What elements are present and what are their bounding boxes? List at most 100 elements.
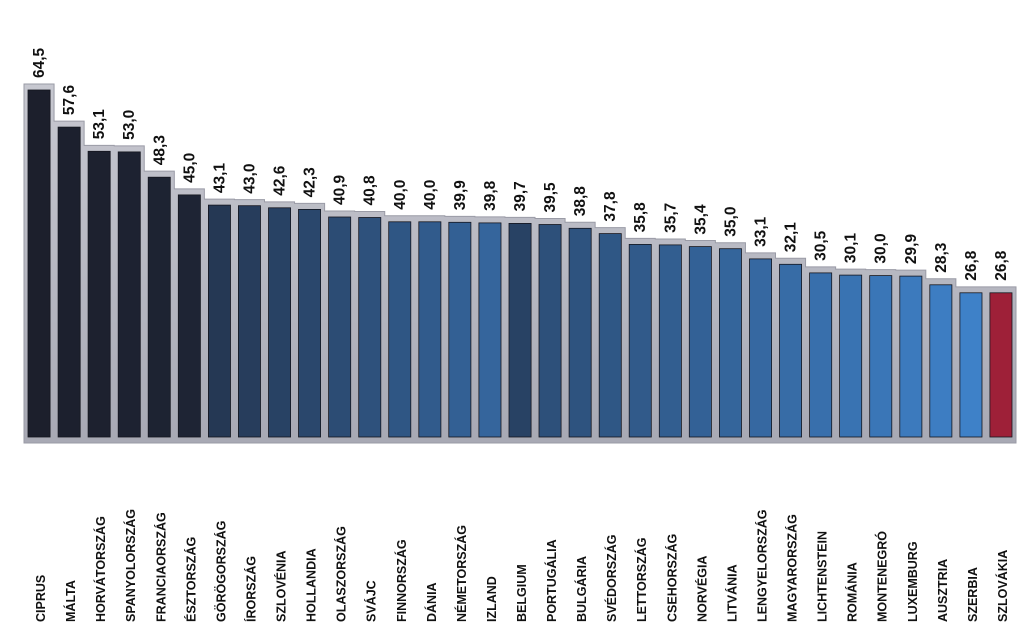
bar-spanyolország: [117, 151, 141, 438]
category-label: MONTENEGRÓ: [875, 531, 890, 622]
category-label: SZLOVÉNIA: [274, 550, 289, 622]
bar-portugália: [538, 224, 562, 438]
bar-málta: [57, 126, 81, 438]
value-label: 28,3: [933, 242, 950, 273]
category-label: NÉMETORSZÁG: [454, 525, 469, 622]
category-label: GÖRÖGORSZÁG: [213, 521, 228, 622]
bar-magyarország: [779, 263, 803, 438]
bar-észtország: [177, 194, 201, 438]
bar-szlovákia: [989, 292, 1013, 438]
value-label: 40,0: [392, 180, 409, 210]
bar-szerbia: [959, 292, 983, 438]
category-labels-group: CIPRUS MÁLTA HORVÁTORSZÁG SPANYOLORSZÁG FRAN…: [34, 509, 1010, 622]
bar-svájc: [358, 217, 382, 438]
value-label: 37,8: [602, 191, 619, 222]
value-label: 29,9: [903, 234, 920, 265]
bar-litvánia: [719, 248, 742, 438]
bar-ciprus: [27, 89, 51, 438]
value-label: 33,1: [753, 216, 770, 247]
bar-izland: [478, 222, 502, 438]
value-label: 43,0: [242, 164, 259, 194]
value-labels-group: 64,5 57,6 53,1 53,0 48,3 45,0 43,1 43,0 42,6 42,3…: [31, 47, 1010, 280]
value-label: 35,0: [722, 207, 739, 237]
value-label: 39,7: [512, 181, 529, 211]
value-label: 38,8: [572, 186, 589, 217]
bar-lengyelország: [749, 258, 773, 438]
bar-lettország: [628, 243, 652, 438]
bar-ausztria: [929, 284, 953, 438]
bar-szlovénia: [268, 207, 292, 438]
category-label: LUXEMBURG: [906, 541, 920, 622]
category-label: LETTORSZÁG: [634, 538, 649, 623]
value-label: 48,3: [151, 135, 168, 166]
value-label: 32,1: [783, 222, 800, 253]
value-label: 43,1: [211, 163, 228, 194]
bar-hollandia: [298, 208, 322, 438]
category-label: ROMÁNIA: [845, 562, 860, 622]
category-label: AUSZTRIA: [936, 559, 950, 622]
bar-németország: [448, 221, 472, 438]
category-label: LICHTENSTEIN: [816, 531, 830, 622]
value-label: 57,6: [61, 85, 78, 116]
value-label: 42,6: [272, 165, 289, 196]
category-label: SZERBIA: [966, 567, 980, 622]
category-label: CSEHORSZÁG: [664, 534, 679, 622]
category-label: FINNORSZÁG: [394, 539, 409, 622]
bar-lichtenstein: [809, 272, 833, 438]
category-label: ÉSZTORSZÁG: [183, 537, 198, 622]
category-label: FRANCIAORSZÁG: [153, 512, 168, 622]
value-label: 53,1: [91, 109, 108, 140]
category-label: OLASZORSZÁG: [334, 526, 349, 622]
value-label: 35,8: [632, 202, 649, 233]
category-label: NORVÉGIA: [694, 556, 709, 622]
bars-group: [27, 89, 1013, 438]
bar-montenegró: [869, 275, 893, 438]
category-label: SPANYOLORSZÁG: [123, 509, 138, 622]
bar-finnország: [388, 221, 412, 438]
value-label: 53,0: [121, 110, 138, 140]
bar-norvégia: [688, 246, 712, 438]
category-label: HORVÁTORSZÁG: [93, 516, 108, 622]
value-label: 40,8: [362, 175, 379, 206]
category-label: HOLLANDIA: [305, 548, 319, 622]
bar-luxemburg: [899, 275, 923, 438]
value-label: 26,8: [993, 250, 1010, 281]
value-label: 30,0: [873, 233, 890, 263]
bar-dánia: [418, 221, 442, 438]
bar-románia: [839, 274, 863, 438]
value-label: 64,5: [31, 47, 48, 78]
category-label: DÁNIA: [424, 582, 439, 622]
bar-írország: [237, 205, 261, 438]
bar-bulgária: [568, 227, 592, 438]
value-label: 35,7: [662, 203, 679, 233]
category-label: BULGÁRIA: [574, 556, 589, 622]
bar-svédország: [598, 233, 622, 438]
bar-horvátország: [87, 150, 111, 438]
category-label: MÁLTA: [63, 580, 78, 622]
value-label: 39,9: [452, 180, 469, 211]
category-label: MAGYARORSZÁG: [785, 514, 800, 622]
category-label: IZLAND: [485, 576, 499, 622]
bar-olaszország: [328, 216, 352, 438]
category-label: SVÁJC: [364, 580, 379, 622]
category-label: CIPRUS: [34, 575, 48, 622]
value-label: 42,3: [302, 167, 319, 198]
category-label: SVÉDORSZÁG: [604, 534, 619, 622]
bar-franciaország: [147, 176, 171, 438]
value-label: 26,8: [963, 250, 980, 281]
bar-csehország: [658, 244, 682, 438]
value-label: 39,8: [482, 180, 499, 211]
category-label: SZLOVÁKIA: [995, 550, 1010, 622]
category-label: LITVÁNIA: [724, 564, 739, 622]
value-label: 35,4: [692, 204, 709, 235]
value-label: 30,5: [813, 230, 830, 261]
bar-görögország: [207, 204, 231, 438]
category-label: BELGIUM: [515, 564, 529, 622]
category-label: ÍRORSZÁG: [244, 556, 259, 622]
value-label: 39,5: [542, 182, 559, 213]
category-label: PORTUGÁLIA: [544, 539, 559, 622]
value-label: 45,0: [181, 153, 198, 183]
value-label: 40,9: [332, 174, 349, 205]
category-label: LENGYELORSZÁG: [755, 509, 770, 622]
